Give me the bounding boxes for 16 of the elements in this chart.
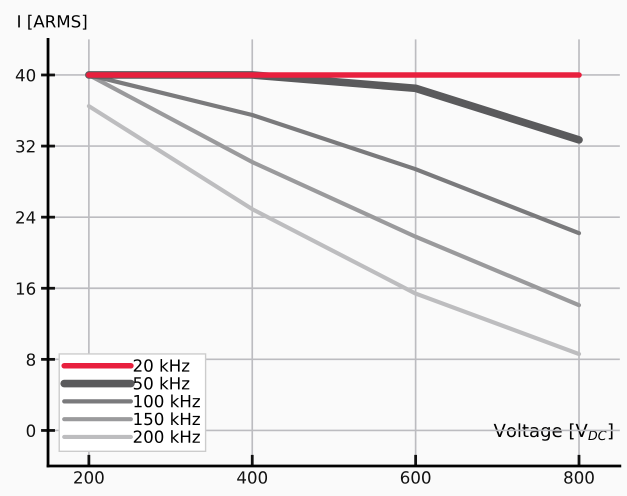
legend-label: 200 kHz (134, 430, 200, 444)
y-tick-label: 16 (16, 282, 36, 295)
y-tick-label: 8 (26, 353, 36, 366)
y-tick-label: 24 (16, 211, 36, 224)
legend-label: 100 kHz (134, 394, 200, 408)
legend-label: 150 kHz (134, 412, 200, 426)
x-tick-label: 800 (564, 471, 594, 484)
legend-label: 50 kHz (134, 376, 190, 390)
y-axis-title: I [ARMS] (18, 14, 86, 30)
x-tick-label: 400 (237, 471, 268, 484)
legend-label: 20 kHz (134, 358, 190, 372)
x-tick-label: 600 (400, 471, 430, 484)
y-tick-label: 40 (16, 68, 36, 82)
y-tick-label: 32 (16, 140, 35, 153)
y-tick-label: 0 (26, 424, 36, 438)
x-tick-label: 200 (74, 471, 104, 484)
